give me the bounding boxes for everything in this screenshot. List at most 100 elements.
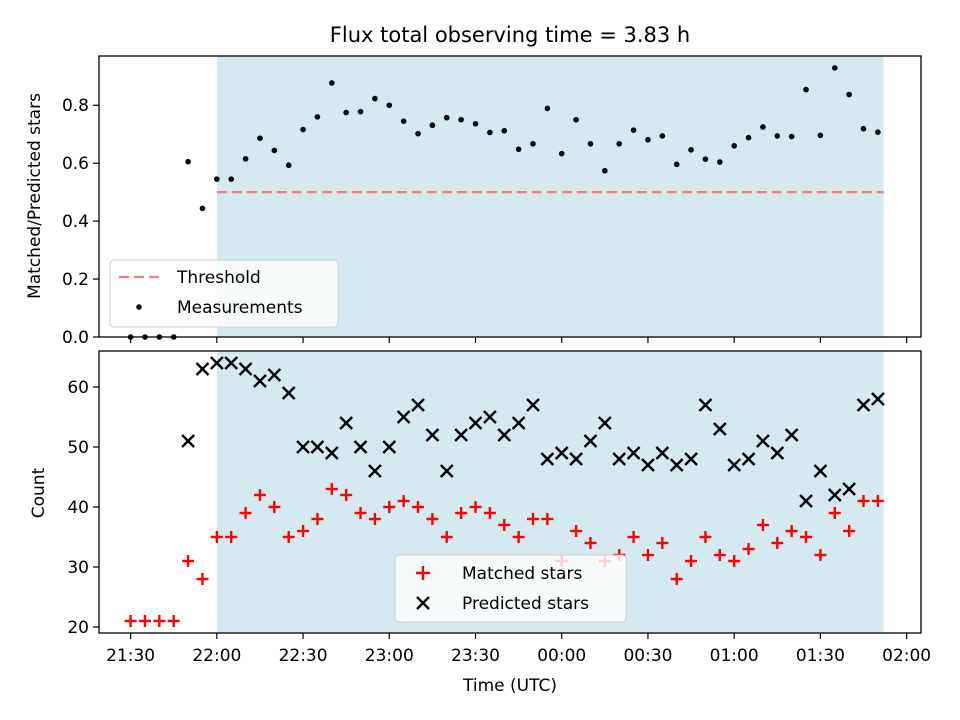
y-tick-label: 0.2 [62,270,89,290]
predicted-star-point [756,434,770,448]
matched-star-point [670,573,683,585]
top-y-ticks: 0.0 0.2 0.4 0.6 0.8 [62,96,99,348]
matched-star-point [153,615,166,627]
measurement-points [127,65,881,340]
predicted-star-point [612,452,627,466]
x-marker-stroke [583,434,598,448]
measurement-point [831,65,838,71]
x-marker-stroke [296,440,310,454]
measurement-point [415,130,421,137]
predicted-star-point [712,422,727,436]
x-marker-stroke [483,410,497,424]
predicted-star-point [698,398,713,412]
measurement-point [731,143,737,149]
matched-star-point [756,519,769,531]
measurement-point [817,132,824,139]
matched-star-point [182,555,195,567]
bottom-axes-frame [98,350,922,634]
measurement-point [544,105,551,112]
measurement-point [501,127,508,134]
matched-star-point [800,531,813,543]
measurement-point [199,205,206,212]
measurement-point [788,133,795,140]
matched-star-point [785,525,798,537]
matched-star-point [412,501,425,513]
matched-star-point [368,513,381,525]
matched-star-point [871,495,884,507]
measurement-point [717,159,723,165]
matched-star-point [771,537,784,549]
y-tick-label: 0.4 [62,212,89,232]
x-marker-stroke [669,458,684,472]
x-tick-label: 00:30 [623,646,672,666]
measurement-point [372,95,378,102]
matched-star-point [225,531,238,543]
matched-star-point [426,513,439,525]
matched-star-point [210,531,223,543]
bottom-legend: Matched stars Predicted stars [394,554,627,623]
predicted-star-point [597,416,612,430]
x-tick-label: 22:00 [192,646,241,666]
legend-threshold-label: Threshold [176,268,261,288]
matched-star-point [239,507,252,519]
x-tick-label: 00:00 [537,646,586,666]
predicted-star-point [425,428,440,442]
predicted-star-point [770,446,785,460]
predicted-star-point [827,488,842,502]
matched-star-point [325,483,338,495]
measurement-point [386,102,393,109]
x-tick-label: 22:30 [279,646,328,666]
matched-star-point [685,555,698,567]
measurement-point [760,124,766,130]
matched-star-point [728,555,741,567]
y-tick-label: 40 [67,498,89,518]
predicted-star-point [396,410,411,424]
matched-star-point [857,495,870,507]
measurement-point [602,167,608,174]
predicted-star-point [224,356,239,370]
legend-matched-label: Matched stars [462,564,582,584]
measurement-point [343,109,349,116]
matched-star-point [268,501,281,513]
measurement-point [659,133,666,139]
predicted-star-point [842,482,856,496]
measurement-point [285,162,292,169]
predicted-star-point [181,434,195,448]
measurement-point [774,133,781,139]
predicted-star-point [468,416,483,430]
predicted-star-point [209,356,224,370]
predicted-star-point [267,368,282,382]
x-marker-stroke [281,386,296,400]
predicted-star-point [454,428,468,442]
predicted-star-point [526,398,540,412]
measurement-point [228,176,235,182]
measurement-point [185,158,191,165]
x-marker-stroke [684,452,698,466]
x-marker-stroke [382,440,397,454]
x-marker-stroke [799,494,813,508]
x-marker-stroke [497,428,512,442]
matched-star-point [167,615,180,627]
x-marker-stroke [454,428,468,442]
x-marker-stroke [396,410,411,424]
matched-star-point [282,531,295,543]
measurement-point [257,135,263,142]
x-marker-stroke [353,440,368,454]
measurement-point [745,134,752,141]
top-legend-frame [109,259,339,328]
matched-star-point [297,525,310,537]
measurement-point [400,118,407,124]
predicted-star-point [483,410,497,424]
x-tick-label: 01:00 [710,646,759,666]
measurement-point [573,116,579,123]
x-marker-stroke [597,416,612,430]
x-marker-stroke [727,458,742,472]
measurement-point [214,176,220,182]
matched-star-point [526,513,539,525]
x-marker-stroke [224,356,239,370]
matched-star-point [498,519,511,531]
predicted-star-point [626,446,641,460]
measurement-point [357,108,364,115]
matched-star-point [397,495,410,507]
